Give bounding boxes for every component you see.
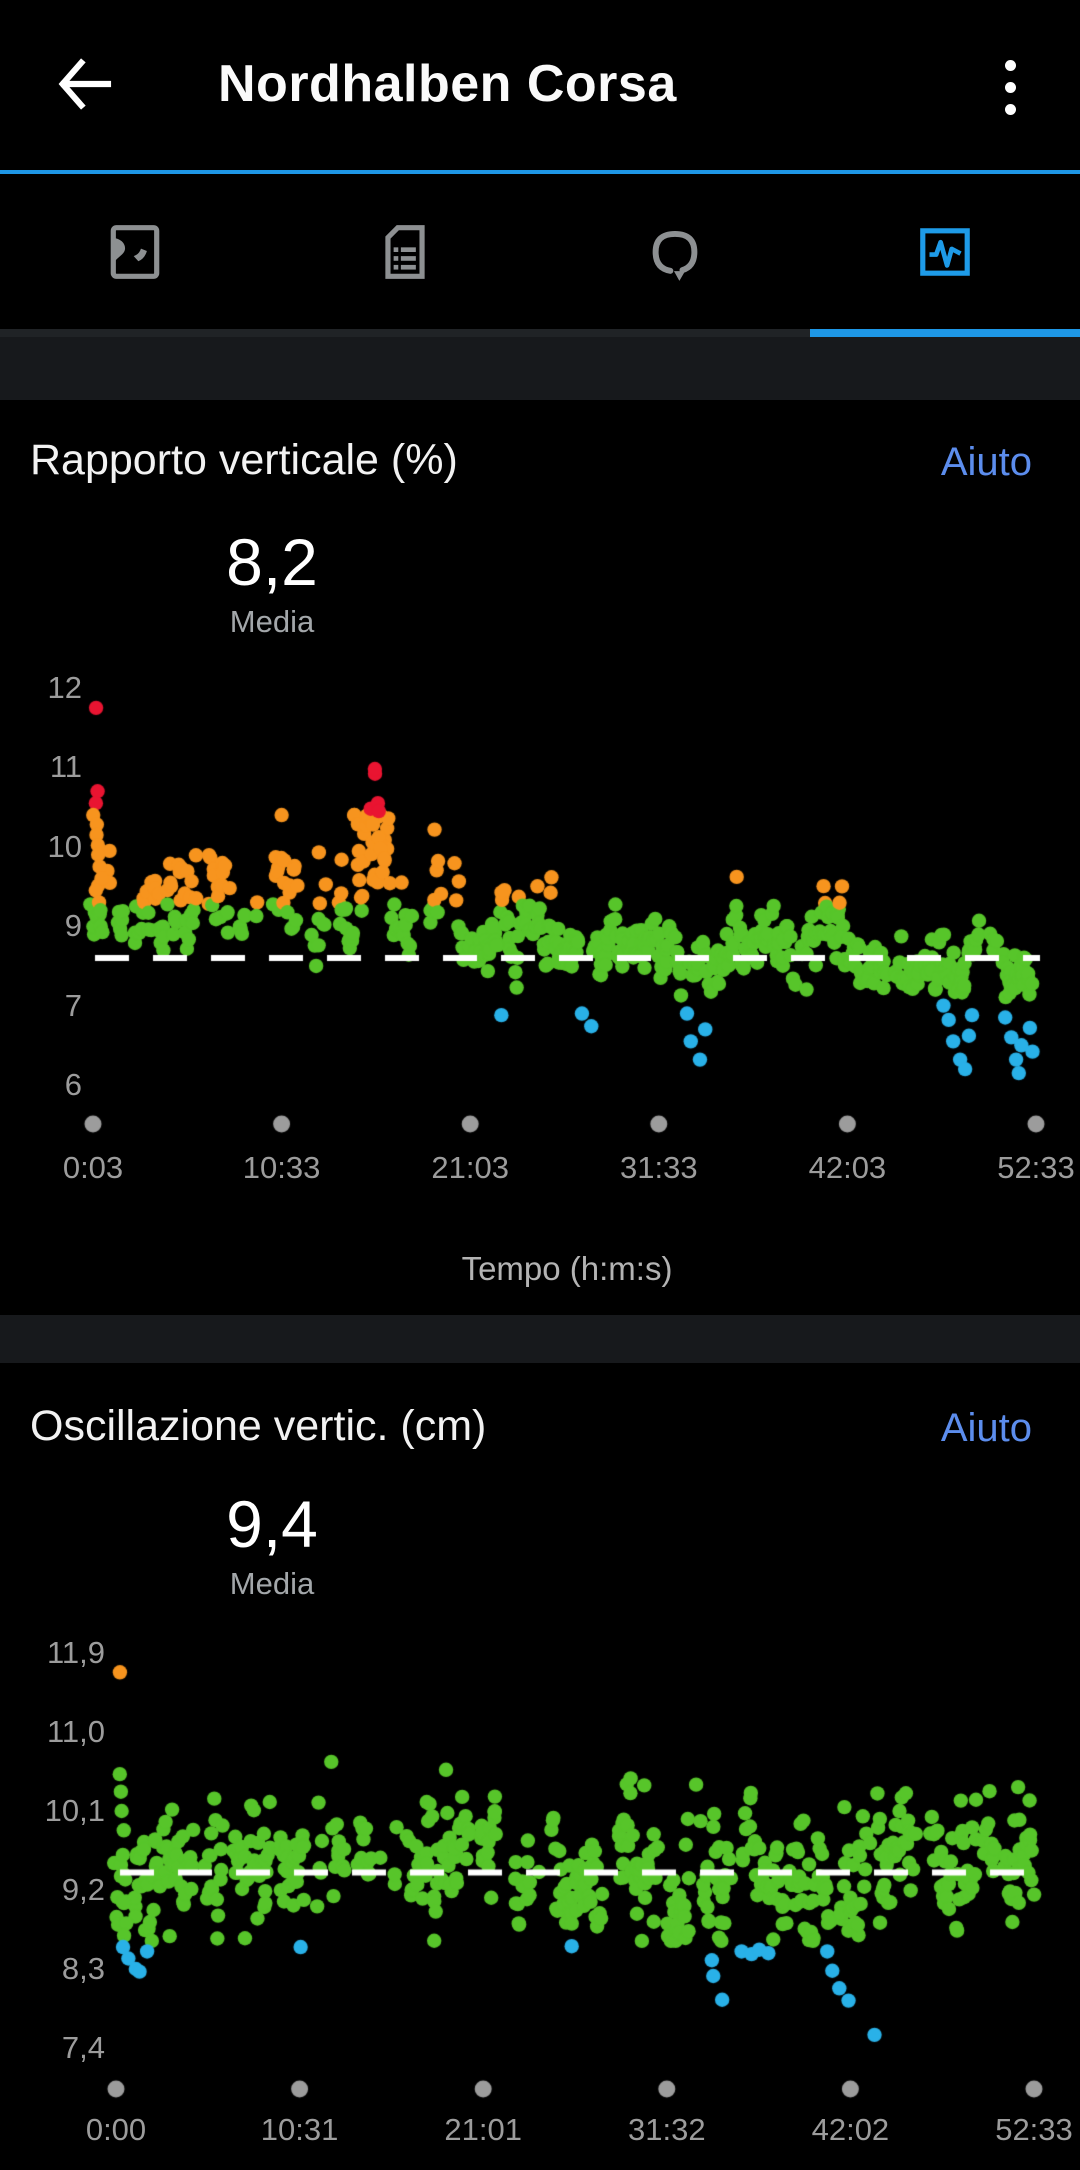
back-button[interactable]: [52, 52, 116, 116]
x-tick-label: 0:00: [85, 2112, 147, 2147]
y-tick-label: 10,1: [44, 1793, 105, 1828]
chart-icon: [920, 227, 970, 276]
chart1-axis-title: Tempo (h:m:s): [461, 1250, 673, 1287]
kebab-menu-icon: [986, 60, 1034, 115]
chart1-scatter-canvas[interactable]: [0, 640, 1080, 1160]
chart1-average-label: Media: [229, 604, 315, 639]
map-icon: [110, 224, 160, 279]
x-tick-label: 31:32: [628, 2112, 706, 2147]
chart1-help-link[interactable]: Aiuto: [940, 440, 1032, 484]
y-tick-label: 11: [49, 749, 82, 785]
chart2-title: Oscillazione vertic. (cm): [30, 1402, 487, 1450]
tab-details[interactable]: [270, 174, 540, 329]
back-arrow-icon: [58, 58, 112, 110]
y-tick-label: 11,9: [46, 1635, 105, 1670]
x-tick-label: 10:33: [242, 1150, 321, 1185]
chart1-average-value: 8,2: [226, 525, 318, 599]
x-tick-label: 31:33: [620, 1150, 698, 1185]
x-tick-label: 42:02: [811, 2112, 890, 2147]
page-title: Nordhalben Corsa: [218, 55, 677, 113]
chart1-title: Rapporto verticale (%): [30, 436, 458, 484]
overflow-menu-button[interactable]: [980, 48, 1040, 124]
y-tick-label: 11,0: [46, 1714, 105, 1749]
section-separator: [0, 337, 1080, 400]
y-tick-label: 9,2: [61, 1872, 105, 1907]
y-tick-label: 10: [47, 828, 82, 864]
y-tick-label: 12: [47, 670, 82, 705]
y-tick-label: 9: [64, 908, 82, 944]
app-header: Nordhalben Corsa: [0, 0, 1080, 170]
tab-laps[interactable]: [540, 174, 810, 329]
x-tick-label: 21:01: [444, 2112, 522, 2147]
chart2-average-label: Media: [229, 1566, 315, 1601]
header-divider: [0, 170, 1080, 174]
chart2-average-value: 9,4: [226, 1487, 318, 1561]
x-tick-label: 0:03: [62, 1150, 124, 1185]
chart2-help-link[interactable]: Aiuto: [940, 1406, 1032, 1450]
activity-tab-bar: [0, 174, 1080, 329]
y-tick-label: 8,3: [61, 1951, 105, 1986]
x-tick-label: 21:03: [431, 1150, 509, 1185]
tab-map[interactable]: [0, 174, 270, 329]
y-tick-label: 7: [64, 987, 82, 1023]
laps-loop-icon: [652, 230, 698, 281]
x-tick-label: 10:31: [260, 2112, 339, 2147]
details-list-icon: [385, 224, 425, 279]
y-tick-label: 6: [64, 1067, 82, 1102]
y-tick-label: 7,4: [61, 2030, 105, 2065]
tab-charts[interactable]: [810, 174, 1080, 329]
x-tick-label: 52:33: [997, 1150, 1075, 1185]
x-tick-label: 42:03: [808, 1150, 887, 1185]
tab-indicator-track: [0, 329, 1080, 337]
tab-active-indicator: [810, 329, 1080, 337]
section-separator: [0, 1315, 1080, 1363]
x-tick-label: 52:33: [995, 2112, 1073, 2147]
chart2-scatter-canvas[interactable]: [0, 1630, 1080, 2105]
